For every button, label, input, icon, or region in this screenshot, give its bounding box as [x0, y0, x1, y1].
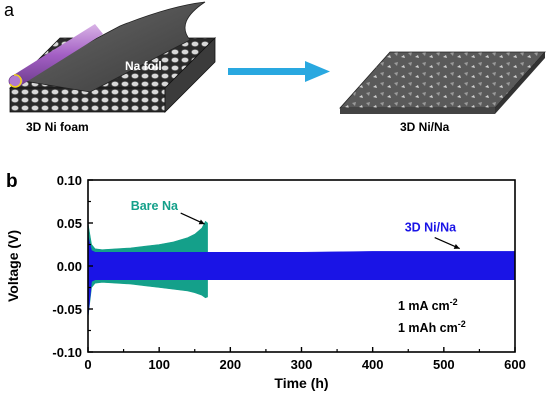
y-tick-label: 0.05 [57, 216, 82, 231]
x-tick-label: 300 [291, 357, 313, 372]
annotation-arrowhead-0 [198, 219, 205, 225]
condition-line-0: 1 mA cm-2 [398, 297, 458, 313]
annotation-arrowhead-1 [453, 244, 460, 249]
x-tick-label: 500 [433, 357, 455, 372]
y-tick-label: 0.00 [57, 259, 82, 274]
test-conditions: 1 mA cm-2 1 mAh cm-2 [398, 297, 466, 335]
condition-line-1: 1 mAh cm-2 [398, 319, 466, 335]
condition-superscript: -2 [450, 297, 458, 307]
na-foil-sheet [16, 1, 206, 93]
voltage-chart: 0 100 200 300 400 500 600 -0.10 -0.05 0.00 0.05 0.1… [5, 173, 526, 391]
schematic-panel: a [0, 0, 550, 150]
x-tick-label: 400 [362, 357, 384, 372]
schematic-illustration: Na foil [8, 1, 546, 114]
y-tick-label: 0.10 [57, 173, 82, 188]
na-foil-label: Na foil [125, 59, 162, 73]
process-arrow-icon [228, 61, 330, 82]
y-tick-label: -0.10 [52, 345, 82, 360]
axis-ticks: 0 100 200 300 400 500 600 -0.10 -0.05 0.00 0.05 0.1… [52, 173, 525, 372]
x-tick-label: 0 [84, 357, 91, 372]
roller-rod [8, 24, 103, 88]
x-tick-label: 600 [504, 357, 526, 372]
caption-ni-na: 3D Ni/Na [400, 120, 450, 134]
x-tick-label: 200 [219, 357, 241, 372]
annotations: Bare Na 3D Ni/Na [131, 199, 460, 250]
y-tick-label: -0.05 [52, 302, 82, 317]
x-axis-label: Time (h) [274, 375, 328, 391]
panel-label-b: b [6, 171, 18, 192]
x-tick-label: 100 [148, 357, 170, 372]
y-axis-label: Voltage (V) [5, 230, 21, 302]
panel-label-a: a [4, 0, 15, 20]
ni-na-slab [339, 51, 546, 114]
condition-superscript: -2 [458, 319, 466, 329]
annotation-label-1: 3D Ni/Na [405, 221, 457, 235]
annotation-label-0: Bare Na [131, 199, 179, 213]
caption-ni-foam: 3D Ni foam [26, 120, 89, 134]
